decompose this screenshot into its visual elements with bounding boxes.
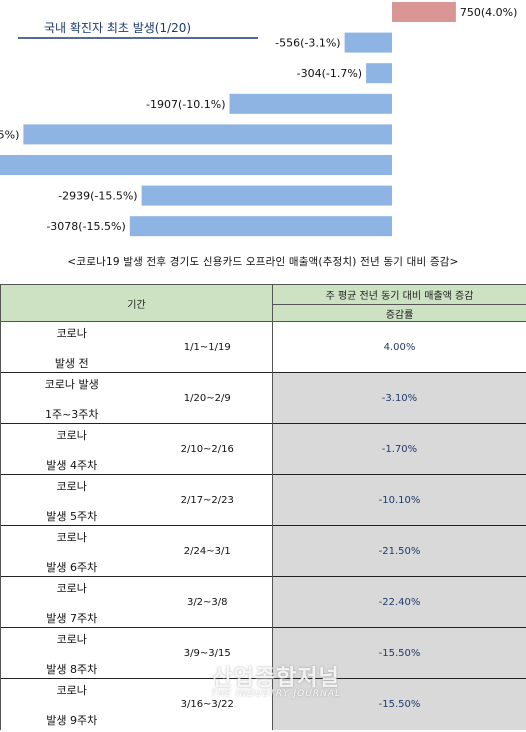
date-range-cell: 2/10~2/16 — [142, 423, 273, 475]
table-row: 코로나 발생 4주차 2/10~2/16 -1.70% — [0, 423, 526, 475]
rate-cell: 4.00% — [272, 321, 526, 373]
period-bottom-label: 1주~3주차 — [44, 407, 99, 421]
bar-data-label: -4326(-21.5%) — [0, 128, 19, 141]
chart-annotation: 국내 확진자 최초 발생(1/20) — [44, 21, 191, 35]
bar-2/10~2/16 — [366, 63, 392, 84]
date-range-cell: 1/20~2/9 — [142, 372, 273, 424]
date-range-cell: 3/9~3/15 — [142, 627, 273, 679]
table-row: 코로나 발생 9주차 3/16~3/22 -15.50% — [0, 678, 526, 730]
bar-chart-svg: 750(4.0%) -556(-3.1%) -304(-1.7%) -1907(-10… — [0, 2, 518, 237]
header-period: 기간 — [0, 284, 273, 322]
bar-data-label: -1907(-10.1%) — [146, 98, 225, 111]
table-title: <코로나19 발생 전후 경기도 신용카드 오프라인 매출액(추정치) 전년 동… — [67, 256, 459, 268]
rate-cell: -15.50% — [272, 678, 526, 730]
date-range-cell: 3/2~3/8 — [142, 576, 273, 628]
period-top-label: 코로나 — [56, 326, 87, 340]
bar-2/24~3/1 — [23, 124, 393, 145]
rate-cell: -10.10% — [272, 474, 526, 526]
bar-data-label: -2939(-15.5%) — [58, 190, 137, 203]
date-range-cell: 3/16~3/22 — [142, 678, 273, 730]
rate-cell: -21.50% — [272, 525, 526, 577]
bar-3/9~3/15 — [141, 185, 392, 206]
period-top-label: 코로나 — [56, 428, 87, 442]
rate-cell: -3.10% — [272, 372, 526, 424]
rate-cell: -15.50% — [272, 627, 526, 679]
period-top-label: 코로나 — [56, 530, 87, 544]
bar-3/16~3/22 — [129, 216, 393, 237]
table-row: 코로나 발생 8주차 3/9~3/15 -15.50% — [0, 627, 526, 679]
table-header-row: 기간 주 평균 전년 동기 대비 매출액 증감 — [0, 284, 526, 322]
period-top-label: 코로나 — [56, 581, 87, 595]
bar-data-label: -556(-3.1%) — [275, 37, 340, 50]
header-rate: 증감률 — [272, 304, 526, 322]
date-range-cell: 2/24~3/1 — [142, 525, 273, 577]
period-cell: 코로나 발생 1주~3주차 — [0, 372, 143, 424]
rate-cell: -1.70% — [272, 423, 526, 475]
bar-data-label: -304(-1.7%) — [297, 67, 362, 80]
period-bottom-label: 발생 7주차 — [46, 611, 98, 625]
period-bottom-label: 발생 전 — [54, 356, 89, 370]
bar-1/1~1/19 — [392, 2, 456, 22]
date-range-cell: 2/17~2/23 — [142, 474, 273, 526]
table-row: 코로나 발생 전 1/1~1/19 4.00% — [0, 321, 526, 373]
period-top-label: 코로나 — [56, 683, 87, 697]
period-top-label: 코로나 — [56, 632, 87, 646]
rate-cell: -22.40% — [272, 576, 526, 628]
table-row: 코로나 발생 1주~3주차 1/20~2/9 -3.10% — [0, 372, 526, 424]
bar-chart: 750(4.0%) -556(-3.1%) -304(-1.7%) -1907(-10… — [0, 0, 526, 240]
table-row: 코로나 발생 7주차 3/2~3/8 -22.40% — [0, 576, 526, 628]
period-top-label: 코로나 — [56, 479, 87, 493]
period-bottom-label: 발생 9주차 — [46, 713, 98, 727]
bar-data-label: 750(4.0%) — [460, 6, 518, 19]
table-body: 코로나 발생 전 1/1~1/19 4.00% 코로나 발생 1주~3주차 1/20~2/9… — [0, 321, 526, 730]
bar-data-label: -3078(-15.5%) — [46, 220, 125, 233]
period-bottom-label: 발생 6주차 — [46, 560, 98, 574]
table-subheader-row: 증감률 — [1, 304, 526, 322]
bar-3/2~3/8 — [0, 155, 392, 175]
header-metric: 주 평균 전년 동기 대비 매출액 증감 — [272, 284, 526, 305]
period-top-label: 코로나 발생 — [44, 377, 99, 391]
period-bottom-label: 발생 5주차 — [46, 509, 98, 523]
period-bottom-label: 발생 8주차 — [46, 662, 98, 676]
period-bottom-label: 발생 4주차 — [46, 458, 98, 472]
date-range-cell: 1/1~1/19 — [142, 321, 273, 373]
table-row: 코로나 발생 5주차 2/17~2/23 -10.10% — [0, 474, 526, 526]
table-row: 코로나 발생 6주차 2/24~3/1 -21.50% — [0, 525, 526, 577]
bar-1/20~2/9 — [344, 32, 392, 53]
sales-table: 기간 주 평균 전년 동기 대비 매출액 증감 증감률 코로나 발생 전 1/1~1… — [0, 284, 526, 730]
bar-2/17~2/23 — [229, 93, 392, 114]
